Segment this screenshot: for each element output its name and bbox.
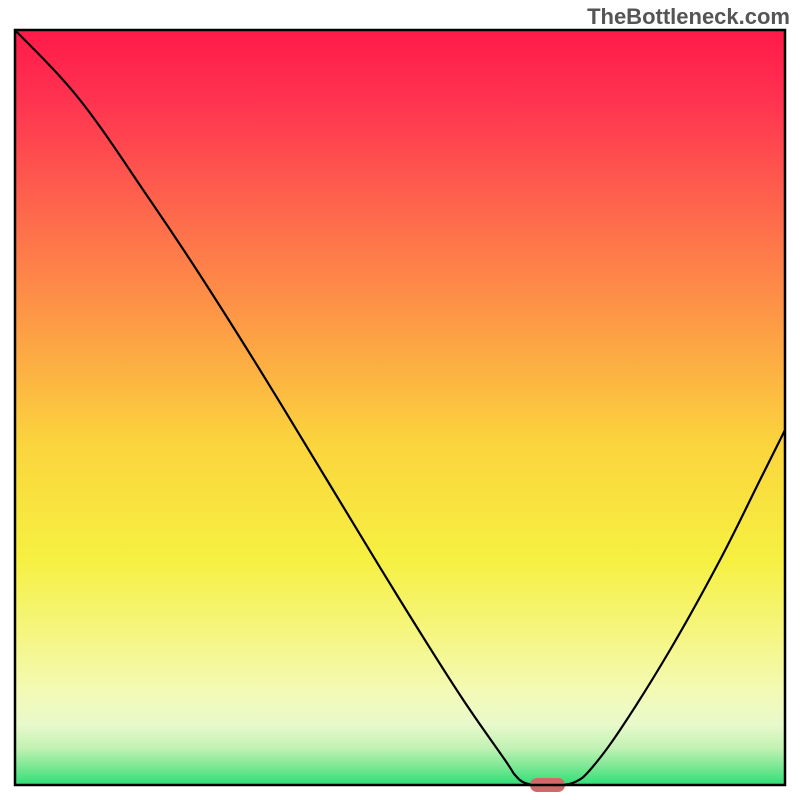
plot-background [15, 30, 785, 785]
watermark-text: TheBottleneck.com [587, 4, 790, 30]
bottleneck-chart [0, 0, 800, 800]
chart-container: TheBottleneck.com [0, 0, 800, 800]
